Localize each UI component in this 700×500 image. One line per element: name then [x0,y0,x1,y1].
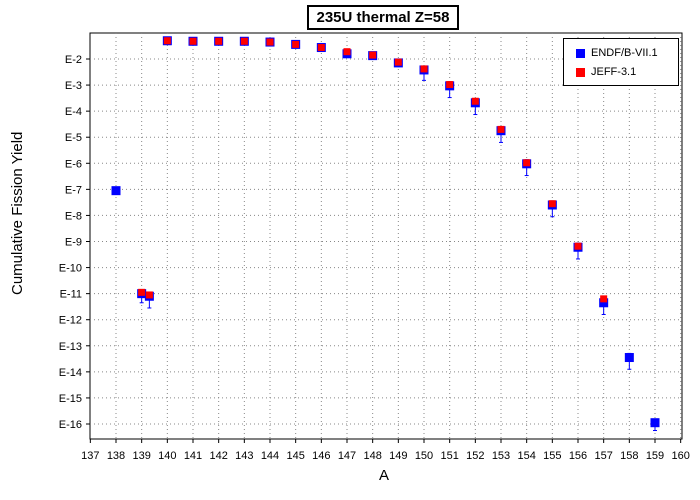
y-tick-label: E-7 [65,184,82,196]
point-jeff [189,37,197,45]
x-tick-label: 152 [466,450,484,462]
x-tick-label: 148 [363,450,381,462]
point-jeff [394,58,402,66]
y-axis-label: Cumulative Fission Yield [9,131,26,295]
point-jeff [471,97,479,105]
x-tick-label: 141 [184,450,202,462]
y-tick-label: E-15 [59,393,82,405]
legend-label-endf: ENDF/B-VII.1 [591,47,658,59]
grid [90,33,682,439]
x-tick-label: 151 [440,450,458,462]
y-tick-label: E-13 [59,341,82,353]
legend-entry-jeff: JEFF-3.1 [576,65,636,79]
x-tick-label: 157 [594,450,612,462]
x-tick-label: 150 [415,450,433,462]
point-jeff [215,37,223,45]
plot-area [89,32,683,440]
point-jeff [548,200,556,208]
y-tick-label: E-4 [65,106,82,118]
y-tick-label: E-2 [65,54,82,66]
y-tick-label: E-3 [65,80,82,92]
point-endf [624,353,634,363]
x-tick-label: 154 [517,450,535,462]
x-tick-label: 146 [312,450,330,462]
y-tick-label: E-9 [65,237,82,249]
legend-swatch-endf [576,48,585,58]
point-jeff [292,40,300,48]
point-jeff [523,159,531,167]
point-endf [650,418,660,428]
y-tick-label: E-16 [59,419,82,431]
y-tick-label: E-6 [65,158,82,170]
x-tick-label: 153 [492,450,510,462]
x-tick-label: 144 [261,450,279,462]
x-tick-label: 159 [646,450,664,462]
x-tick-label: 143 [235,450,253,462]
point-jeff [600,295,608,303]
point-jeff [369,51,377,59]
x-axis-label: A [379,467,390,484]
point-jeff [240,37,248,45]
x-tick-label: 147 [338,450,356,462]
point-jeff [317,44,325,52]
legend-entry-endf: ENDF/B-VII.1 [576,46,658,60]
y-tick-label: E-11 [60,289,82,301]
point-jeff [497,125,505,133]
y-tick-label: E-8 [65,210,82,222]
x-tick-label: 156 [569,450,587,462]
point-jeff [574,242,582,250]
chart-title: 235U thermal Z=58 [307,5,459,30]
x-tick-label: 160 [671,450,689,462]
legend-swatch-jeff [576,67,585,77]
x-tick-label: 139 [132,450,150,462]
y-tick-label: E-12 [59,315,82,327]
y-tick-label: E-5 [65,132,82,144]
point-endf [111,186,121,196]
x-tick-label: 137 [81,450,99,462]
y-tick-label: E-10 [59,263,82,275]
point-jeff [446,81,454,89]
point-jeff [266,38,274,46]
point-jeff [138,288,146,296]
x-tick-label: 158 [620,450,638,462]
legend: ENDF/B-VII.1 JEFF-3.1 [563,38,679,86]
point-jeff [343,48,351,56]
data-points [111,36,660,428]
point-jeff [420,65,428,73]
y-tick-label: E-14 [59,367,82,379]
x-tick-label: 155 [543,450,561,462]
legend-label-jeff: JEFF-3.1 [591,66,637,78]
point-endf [599,298,609,308]
x-axis-ticks: 137 138 139 140 141 142 143 144 145 146 147 148 149 1… [81,439,690,462]
x-tick-label: 145 [286,450,304,462]
x-tick-label: 138 [107,450,125,462]
x-tick-label: 149 [389,450,407,462]
point-jeff [163,37,171,45]
point-jeff [145,291,153,299]
y-axis-ticks: E-2 E-3 E-4 E-5 E-6 E-7 E-8 E-9 E-10 E-11 E-12 E-13… [59,54,90,431]
x-tick-label: 140 [158,450,176,462]
x-tick-label: 142 [209,450,227,462]
